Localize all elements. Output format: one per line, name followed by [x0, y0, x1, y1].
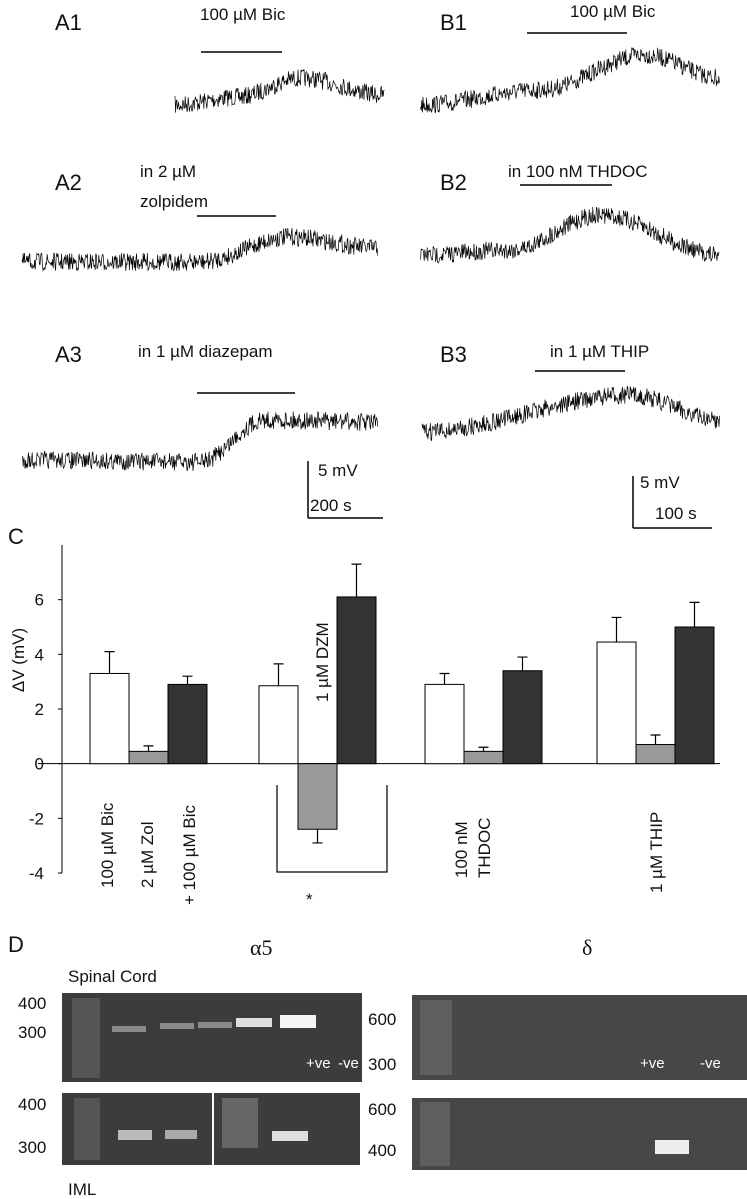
bar: [128, 750, 169, 765]
bar: [336, 596, 377, 765]
scale-label: 200 s: [310, 496, 352, 515]
marker-label: 300: [368, 1055, 396, 1074]
bar-annotation: 1 µM DZM: [313, 622, 332, 702]
marker-label: 400: [18, 994, 46, 1013]
bar: [89, 672, 130, 765]
error-bar: [611, 616, 622, 643]
bar-annotation: 2 µM Zol: [138, 822, 157, 888]
y-tick-label: 4: [35, 645, 44, 664]
y-axis-label: ΔV (mV): [9, 628, 28, 692]
error-bar: [478, 746, 489, 752]
y-tick-label: -2: [29, 809, 44, 828]
trace-label: A1: [55, 10, 82, 35]
control-label: +ve: [306, 1055, 331, 1072]
scale-label: 5 mV: [640, 473, 680, 492]
bar: [258, 685, 299, 765]
trace-label: B2: [440, 170, 467, 195]
scale-label: 100 s: [655, 504, 697, 523]
marker-label: 600: [368, 1100, 396, 1119]
voltage-trace: [419, 206, 720, 264]
error-bar: [689, 601, 700, 627]
bar: [424, 683, 465, 765]
bar-annotation: 100 µM Bic: [98, 802, 117, 888]
error-bar: [104, 651, 115, 674]
trace-label: A2: [55, 170, 82, 195]
bar-annotation: THDOC: [475, 818, 494, 878]
bar-annotation: 1 µM THIP: [647, 812, 666, 893]
trace-annotation: in 2 µM: [140, 162, 196, 181]
bar-annotation: + 100 µM Bic: [180, 804, 199, 905]
bar-annotation: *: [306, 890, 313, 909]
marker-label: 400: [368, 1141, 396, 1160]
gel-label: IML: [68, 1180, 96, 1199]
y-tick-label: 0: [35, 755, 44, 774]
significance-bracket: [276, 785, 388, 873]
trace-annotation: 100 µM Bic: [200, 5, 286, 24]
panel-label: C: [8, 524, 24, 549]
voltage-trace: [174, 69, 385, 113]
error-bar: [182, 675, 193, 685]
trace-annotation: in 1 µM diazepam: [138, 342, 273, 361]
voltage-trace: [421, 385, 720, 441]
marker-label: 400: [18, 1095, 46, 1114]
error-bar: [143, 745, 154, 752]
voltage-trace: [21, 227, 379, 272]
gel-title: α5: [250, 935, 273, 960]
y-tick-label: 6: [35, 591, 44, 610]
voltage-trace: [419, 47, 720, 113]
gel-title: δ: [582, 935, 592, 960]
bar: [674, 626, 715, 765]
panel-label: D: [8, 932, 24, 957]
marker-label: 300: [18, 1138, 46, 1157]
control-label: -ve: [338, 1055, 359, 1072]
error-bar: [517, 656, 528, 671]
trace-annotation: in 1 µM THIP: [550, 342, 649, 361]
scale-label: 5 mV: [318, 461, 358, 480]
error-bar: [273, 663, 284, 686]
trace-annotation: in 100 nM THDOC: [508, 162, 648, 181]
bar: [635, 744, 676, 765]
control-label: +ve: [640, 1055, 665, 1072]
control-label: -ve: [700, 1055, 721, 1072]
scale-bar: [307, 461, 712, 529]
y-tick-label: -4: [29, 864, 44, 883]
trace-annotation: 100 µM Bic: [570, 2, 656, 21]
gel-left-bottom: [62, 1093, 360, 1165]
gel-left-top: [62, 993, 362, 1082]
gel-right-bottom: [412, 1098, 747, 1170]
error-bar: [439, 672, 450, 685]
error-bar: [650, 734, 661, 745]
voltage-trace: [22, 411, 379, 472]
marker-label: 600: [368, 1010, 396, 1029]
bar: [596, 641, 637, 765]
y-tick-label: 2: [35, 700, 44, 719]
error-bar: [312, 829, 323, 844]
bar-annotation: 100 nM: [452, 821, 471, 878]
trace-label: B1: [440, 10, 467, 35]
bar: [463, 750, 504, 765]
gel-label: Spinal Cord: [68, 967, 157, 986]
bar: [167, 683, 208, 765]
error-bar: [351, 563, 362, 597]
trace-label: B3: [440, 342, 467, 367]
trace-annotation: zolpidem: [140, 192, 208, 211]
marker-label: 300: [18, 1023, 46, 1042]
trace-label: A3: [55, 342, 82, 367]
bar: [297, 763, 338, 830]
bar: [502, 670, 543, 765]
gel-right-top: [412, 995, 747, 1080]
